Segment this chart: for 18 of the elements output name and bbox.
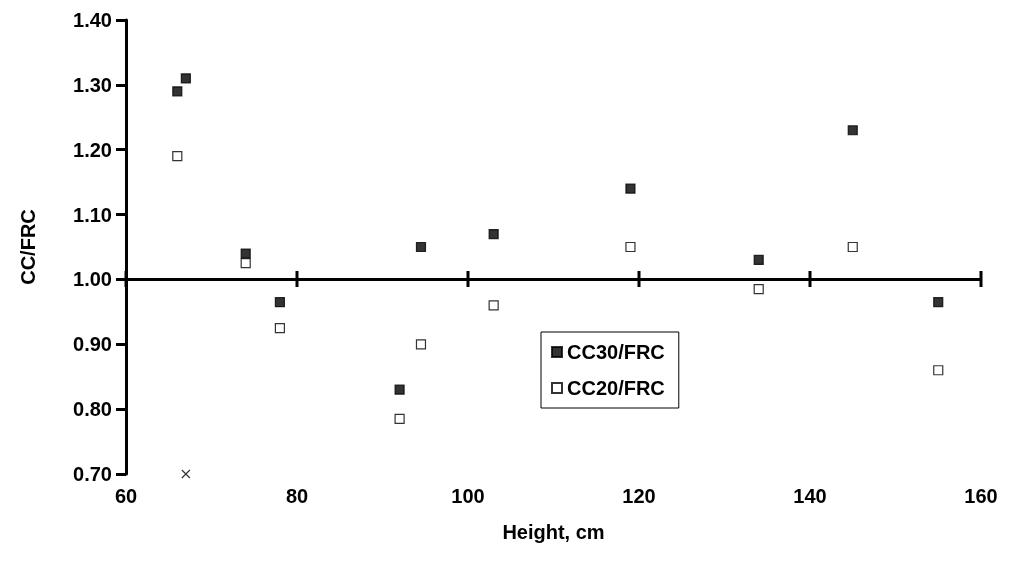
y-tick-label: 1.30: [73, 73, 112, 96]
legend-label: CC30/FRC: [567, 341, 665, 363]
y-axis-title: CC/FRC: [17, 209, 39, 285]
x-tick-label: 100: [451, 485, 485, 507]
y-tick-label: 0.90: [73, 333, 112, 356]
y-tick-label: 1.00: [73, 268, 112, 291]
y-tick-label: 1.40: [73, 9, 112, 31]
x-axis-title: Height, cm: [502, 521, 605, 543]
x-tick-label: 80: [285, 485, 309, 507]
x-tick-label: 60: [114, 485, 138, 507]
legend-label: CC20/FRC: [567, 377, 665, 399]
y-tick-label: 1.10: [73, 203, 112, 226]
x-tick-label: 120: [622, 485, 656, 507]
y-tick-label: 0.70: [73, 463, 112, 485]
x-tick-label: 160: [964, 485, 998, 507]
y-tick-label: 1.20: [73, 138, 112, 161]
y-tick-label: 0.80: [73, 398, 112, 421]
x-tick-label: 140: [793, 485, 827, 507]
